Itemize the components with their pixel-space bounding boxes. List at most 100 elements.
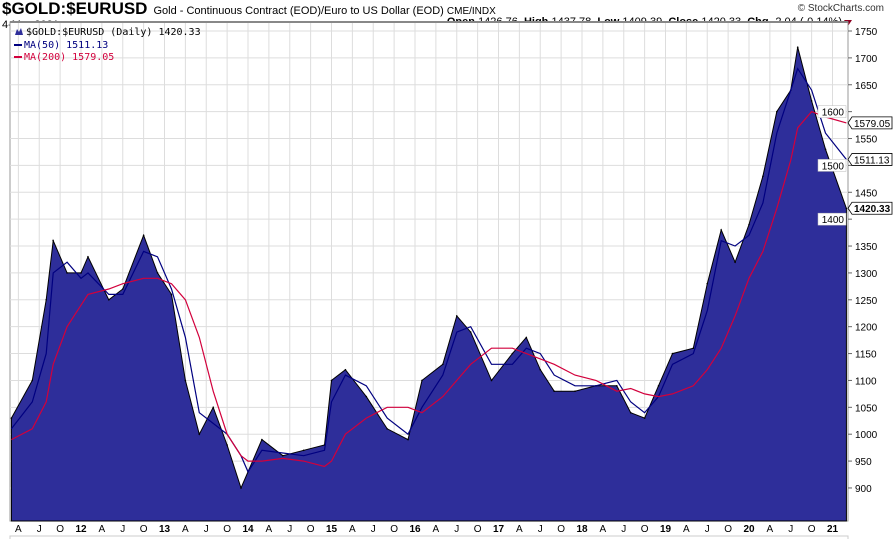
x-tick-label: A xyxy=(516,524,523,535)
price-point xyxy=(52,239,54,242)
ma50-line xyxy=(10,67,847,474)
price-point xyxy=(776,110,778,113)
x-tick-label: A xyxy=(266,524,273,535)
y-tick-label: 1450 xyxy=(855,188,878,199)
y-tick-label-inner: 1500 xyxy=(817,159,847,172)
price-point xyxy=(87,255,89,258)
x-tick-label: 19 xyxy=(660,524,672,535)
price-point xyxy=(824,148,827,151)
ma50-legend-swatch xyxy=(14,44,22,46)
price-point xyxy=(615,385,618,387)
y-tick-label: 1200 xyxy=(855,323,878,334)
price-point xyxy=(80,272,82,274)
price-area xyxy=(10,46,847,522)
area-legend-icon xyxy=(15,28,23,35)
price-point xyxy=(198,433,201,436)
x-tick-label: J xyxy=(621,524,626,535)
y-tick-label: 950 xyxy=(855,457,872,468)
price-point xyxy=(511,352,514,355)
y-tick-label: 1100 xyxy=(855,376,877,387)
x-tick-label: O xyxy=(474,524,482,535)
price-point xyxy=(302,449,305,452)
price-point xyxy=(455,315,458,317)
last-value-label: 1420.33 xyxy=(854,204,891,215)
y-tick-label: 1600 xyxy=(822,108,845,119)
lower-panel-border xyxy=(9,535,849,539)
last-value-tag: 1511.13 xyxy=(847,153,893,166)
price-point xyxy=(156,272,159,274)
y-tick-label: 1350 xyxy=(855,242,878,253)
x-tick-label: A xyxy=(600,524,607,535)
price-point xyxy=(657,385,660,387)
price-point xyxy=(170,293,173,296)
x-tick-label: 15 xyxy=(326,524,338,535)
y-tick-label: 1500 xyxy=(822,161,845,172)
price-point xyxy=(692,347,695,349)
y-tick-label-bg xyxy=(817,105,847,118)
price-point xyxy=(365,395,368,398)
price-point xyxy=(810,100,813,102)
symbol-title: $GOLD:$EURUSD xyxy=(2,0,148,18)
x-tick-label: O xyxy=(724,524,732,535)
legend-ma50: MA(50) 1511.13 xyxy=(24,40,108,51)
x-tick-label: 14 xyxy=(242,524,254,535)
y-tick-label: 1300 xyxy=(855,269,878,280)
x-tick-label: J xyxy=(788,524,793,535)
price-point xyxy=(734,261,736,263)
plot-area xyxy=(10,46,848,522)
price-point xyxy=(629,411,632,414)
ma200-line xyxy=(11,110,847,468)
y-tick-label: 1750 xyxy=(855,27,878,38)
y-tick-label-bg xyxy=(817,159,847,172)
price-point xyxy=(574,390,576,392)
x-tick-label: 16 xyxy=(409,524,421,535)
x-tick-label: A xyxy=(182,524,189,535)
x-tick-label: O xyxy=(557,524,565,535)
description-text: Gold - Continuous Contract (EOD)/Euro to… xyxy=(153,5,444,17)
last-value-box xyxy=(847,116,893,130)
x-tick-label: J xyxy=(705,524,710,535)
x-tick-label: 12 xyxy=(75,524,87,535)
y-tick-label: 1250 xyxy=(855,296,878,307)
price-point xyxy=(108,299,110,301)
x-tick-label: A xyxy=(433,524,440,535)
x-tick-label: O xyxy=(390,524,398,535)
x-tick-label: A xyxy=(15,524,22,535)
x-tick-label: J xyxy=(287,524,292,535)
price-point xyxy=(121,288,124,290)
price-point xyxy=(748,223,750,226)
price-point xyxy=(539,368,542,371)
title-row: $GOLD:$EURUSD Gold - Continuous Contract… xyxy=(2,0,496,21)
y-tick-label-bg xyxy=(817,212,847,226)
price-point xyxy=(10,417,13,419)
y-tick-label: 1050 xyxy=(855,403,878,414)
x-tick-label: J xyxy=(120,524,125,535)
x-tick-label: J xyxy=(454,524,459,535)
x-tick-label: O xyxy=(808,524,816,535)
symbol-description: Gold - Continuous Contract (EOD)/Euro to… xyxy=(153,2,495,21)
last-value-label: 1511.13 xyxy=(854,155,890,166)
price-point xyxy=(762,175,764,177)
ma200-legend-swatch xyxy=(14,56,22,58)
y-tick-label: 1550 xyxy=(855,135,878,146)
price-point xyxy=(720,229,722,231)
x-tick-label: J xyxy=(538,524,543,535)
x-tick-label: A xyxy=(99,524,106,535)
legend-ma200: MA(200) 1579.05 xyxy=(24,52,114,63)
x-tick-label: O xyxy=(307,524,315,535)
x-tick-label: J xyxy=(204,524,209,535)
price-point xyxy=(442,363,444,366)
legend: $GOLD:$EURUSD (Daily) 1420.33 MA(50) 151… xyxy=(14,27,201,63)
x-tick-label: A xyxy=(767,524,774,535)
x-tick-label: O xyxy=(223,524,231,535)
y-tick-label: 1700 xyxy=(855,54,878,65)
price-point xyxy=(142,234,145,237)
legend-price: $GOLD:$EURUSD (Daily) 1420.33 xyxy=(26,27,201,38)
x-tick-label: 17 xyxy=(493,524,505,535)
brand-link[interactable]: © StockCharts.com xyxy=(797,3,884,14)
x-tick-label: J xyxy=(371,524,376,535)
x-tick-label: O xyxy=(140,524,148,535)
price-point xyxy=(66,272,68,274)
price-point xyxy=(407,438,409,441)
price-point xyxy=(671,352,674,355)
